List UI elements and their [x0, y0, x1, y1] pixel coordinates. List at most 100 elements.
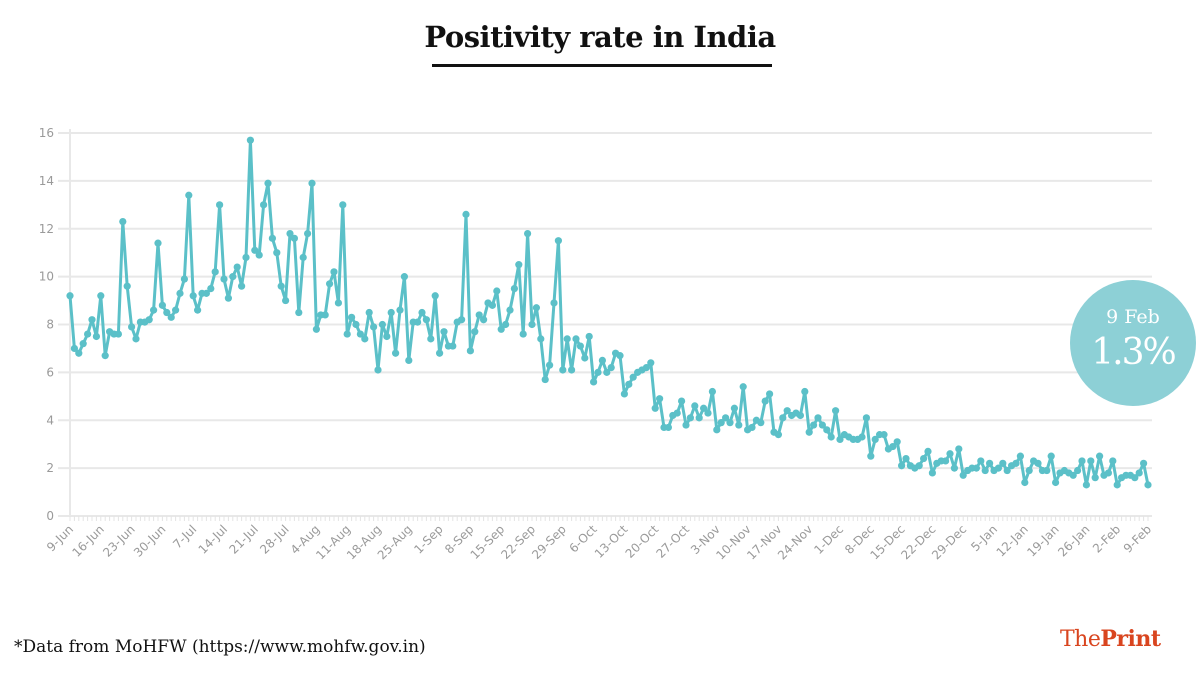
logo-print: Print — [1100, 626, 1161, 652]
data-point — [370, 323, 378, 331]
x-tick-label: 30-Jun — [131, 522, 168, 559]
data-point — [893, 438, 901, 446]
data-point — [673, 409, 681, 417]
data-point — [414, 318, 422, 326]
data-point — [242, 253, 250, 262]
data-point — [959, 471, 967, 479]
data-point — [977, 457, 985, 465]
data-point — [216, 201, 224, 209]
x-tick-label: 29-Sep — [529, 522, 569, 562]
data-point — [194, 306, 202, 314]
data-point — [625, 380, 633, 388]
x-tick-label: 16-Jun — [69, 522, 106, 559]
data-point — [92, 332, 100, 341]
data-point — [862, 414, 871, 422]
data-point — [466, 347, 474, 355]
data-point — [361, 335, 369, 343]
x-tick-label: 14-Jul — [196, 522, 230, 556]
data-point — [488, 301, 496, 309]
data-point — [176, 289, 184, 297]
data-point — [163, 308, 171, 317]
badge-value: 1.3% — [1091, 332, 1176, 373]
data-point — [1016, 452, 1024, 460]
data-point — [915, 462, 923, 470]
data-point — [999, 459, 1007, 467]
x-tick-label: 24-Nov — [775, 522, 815, 562]
y-axis-ticks: 0 2 4 6 8 10 12 14 16 — [39, 126, 54, 523]
data-point — [334, 299, 342, 307]
data-point — [1087, 457, 1095, 465]
y-tick-label: 0 — [46, 509, 54, 523]
data-point — [1096, 452, 1104, 460]
data-point — [572, 335, 580, 343]
data-point — [471, 328, 479, 336]
series-line — [68, 138, 1150, 487]
logo-the: The — [1060, 627, 1101, 652]
data-point — [1104, 469, 1112, 477]
data-point — [326, 280, 334, 288]
data-point — [1034, 459, 1042, 467]
data-point — [158, 301, 166, 309]
data-point — [321, 311, 329, 319]
data-point — [180, 275, 188, 283]
data-point — [823, 426, 831, 434]
data-point — [167, 313, 175, 321]
x-tick-label: 2-Feb — [1090, 522, 1123, 555]
data-point — [374, 366, 382, 374]
x-tick-label: 12-Jan — [994, 522, 1031, 559]
data-point — [1047, 452, 1055, 460]
data-point — [766, 390, 774, 398]
data-point — [497, 325, 505, 333]
badge-date: 9 Feb — [1106, 306, 1160, 328]
data-point — [502, 320, 510, 329]
data-point — [1131, 474, 1139, 482]
data-point — [717, 419, 725, 427]
data-point — [290, 234, 298, 242]
data-point — [796, 411, 805, 420]
data-point — [119, 217, 127, 226]
data-point — [427, 335, 435, 343]
data-point — [79, 340, 87, 348]
x-tick-label: 1-Sep — [411, 522, 445, 556]
data-point — [348, 313, 356, 321]
data-point — [559, 366, 567, 374]
data-point — [814, 414, 822, 422]
data-point — [1135, 469, 1143, 477]
data-point — [946, 450, 954, 458]
x-tick-label: 26-Jan — [1055, 522, 1092, 559]
theprint-logo: ThePrint — [1060, 626, 1161, 652]
y-tick-label: 16 — [39, 126, 54, 140]
data-point — [264, 179, 272, 187]
data-point — [172, 306, 180, 314]
data-point — [356, 330, 364, 338]
data-point — [950, 464, 959, 472]
data-point — [343, 330, 351, 338]
data-point — [590, 378, 598, 386]
data-point — [97, 292, 105, 300]
data-point — [880, 431, 888, 439]
data-point — [942, 457, 950, 465]
x-tick-label: 19-Jan — [1024, 522, 1061, 559]
data-point — [519, 330, 527, 338]
data-point — [1144, 481, 1152, 489]
data-point — [493, 287, 501, 295]
data-point — [1109, 457, 1117, 465]
data-point — [207, 284, 215, 293]
y-tick-label: 14 — [39, 174, 54, 188]
x-tick-label: 9-Feb — [1121, 522, 1154, 555]
data-point — [1078, 457, 1086, 465]
data-point — [541, 375, 549, 384]
data-point — [295, 308, 303, 317]
data-point — [462, 210, 470, 218]
data-point — [308, 179, 316, 187]
data-point — [339, 201, 347, 209]
data-point — [260, 201, 268, 209]
data-point — [145, 316, 153, 324]
data-point — [400, 273, 408, 281]
x-tick-label: 29-Dec — [929, 522, 969, 562]
data-point — [154, 239, 162, 247]
data-point — [647, 359, 655, 367]
data-point — [458, 316, 466, 324]
y-tick-label: 10 — [39, 270, 54, 284]
data-point — [480, 316, 488, 324]
